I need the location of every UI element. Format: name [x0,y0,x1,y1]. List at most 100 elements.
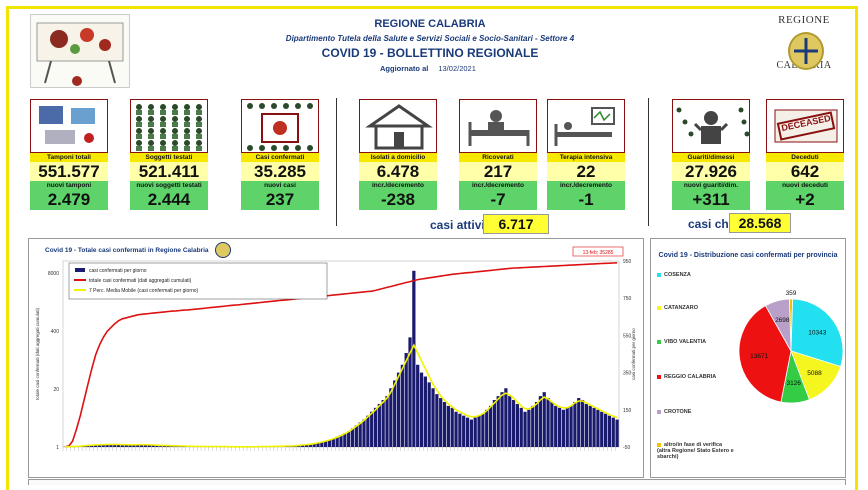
pie-legend-label: REGGIO CALABRIA [664,374,716,380]
card-sub-label: incr./decremento [547,181,625,190]
daily-case-bar [401,365,404,447]
right-tick-label: 950 [623,259,632,265]
daily-case-bar [493,400,496,447]
daily-case-bar [577,398,580,447]
card-value: 22 [547,162,625,181]
pie-legend-swatch [657,443,661,447]
active-cases-label: casi attivi [430,218,485,232]
lab-test-icon [30,99,108,153]
legend-label: casi confermati per giorno [89,268,147,274]
card-sub-value: -1 [547,190,625,210]
daily-case-bar [397,373,400,447]
region-title: REGIONE CALABRIA [260,18,600,30]
daily-case-bar [447,406,450,447]
daily-case-bar [393,380,396,447]
card-label: Tamponi totali [30,153,108,162]
left-tick-label: 8000 [48,271,59,277]
daily-case-bar [489,406,492,447]
right-axis-label: casi confermati per giorno [631,328,636,380]
pie-legend-swatch [657,340,661,344]
daily-case-bar [596,410,599,447]
card-sub-label: nuovi casi [241,181,319,190]
daily-case-bar [389,388,392,447]
legend-label: 7 Perc. Media Mobile (casi confermati pe… [89,288,199,294]
closed-cases-value: 28.568 [729,213,791,233]
daily-case-bar [566,408,569,447]
card-label: Deceduti [766,153,844,162]
daily-case-bar [497,396,500,447]
pie-legend-item: VIBO VALENTIA [657,339,777,345]
card-sub-label: incr./decremento [359,181,437,190]
pie-legend-label: VIBO VALENTIA [664,339,706,345]
card-value: 642 [766,162,844,181]
daily-case-bar [347,431,350,447]
daily-case-bar [378,404,381,447]
daily-case-bar [454,412,457,447]
daily-case-bar [512,400,515,447]
card-label: Terapia intensiva [547,153,625,162]
daily-case-bar [569,406,572,447]
card-value: 217 [459,162,537,181]
card-sub-label: nuovi guariti/dim. [672,181,750,190]
separator [648,98,649,226]
pie-slice-label: 5088 [807,370,822,377]
daily-case-bar [474,418,477,447]
card-sub-label: nuovi deceduti [766,181,844,190]
header: REGIONE CALABRIA Dipartimento Tutela del… [0,0,868,95]
daily-case-bar [351,428,354,447]
daily-case-bar [539,396,542,447]
pie-slice-label: 359 [786,290,797,297]
daily-case-bar [424,377,427,447]
daily-case-bar [527,410,530,447]
infected-people-icon [241,99,319,153]
daily-case-bar [355,425,358,447]
daily-case-bar [600,412,603,447]
daily-case-bar [558,408,561,447]
daily-case-bar [535,402,538,447]
daily-case-bar [592,408,595,447]
daily-case-bar [428,382,431,447]
pie-legend-label: CATANZARO [664,305,698,311]
daily-case-bar [500,392,503,447]
bulletin-title: COVID 19 - BOLLETTINO REGIONALE [260,46,600,60]
daily-case-bar [458,414,461,447]
left-tick-label: 20 [53,387,59,393]
department-title: Dipartimento Tutela della Salute e Servi… [220,34,640,43]
daily-case-bar [366,416,369,447]
daily-case-bar [604,414,607,447]
pie-legend-label: altro/in fase di verifica (altra Regione… [657,442,734,460]
daily-case-bar [581,400,584,447]
daily-case-bar [608,416,611,447]
separator [336,98,337,226]
pie-legend-item: REGGIO CALABRIA [657,374,777,380]
pie-legend-swatch [657,375,661,379]
legend-label: totale casi confermati (dati aggregati c… [89,278,192,284]
daily-case-bar [508,396,511,447]
pie-legend-item: altro/in fase di verifica (altra Regione… [657,442,737,460]
daily-case-bar [451,408,454,447]
daily-case-bar [612,418,615,447]
pie-slice-label: 3126 [786,380,801,387]
pie-slice-label: 2698 [775,317,790,324]
daily-case-bar [431,388,434,447]
card-sub-value: 2.479 [30,190,108,210]
card-sub-value: 2.444 [130,190,208,210]
daily-case-bar [481,414,484,447]
virus-illustration-icon [30,14,130,88]
card-sub-value: +2 [766,190,844,210]
pie-legend-item: CATANZARO [657,305,777,311]
house-icon [359,99,437,153]
pie-slice-label: 13671 [750,353,768,360]
card-value: 27.926 [672,162,750,181]
chart-title: Covid 19 - Totale casi confermati in Reg… [45,247,209,254]
daily-case-bar [443,402,446,447]
active-cases-value: 6.717 [483,214,549,234]
updated-date: 13/02/2021 [438,64,476,73]
daily-case-bar [585,404,588,447]
region-logo: REGIONE CALABRIA [764,14,844,86]
